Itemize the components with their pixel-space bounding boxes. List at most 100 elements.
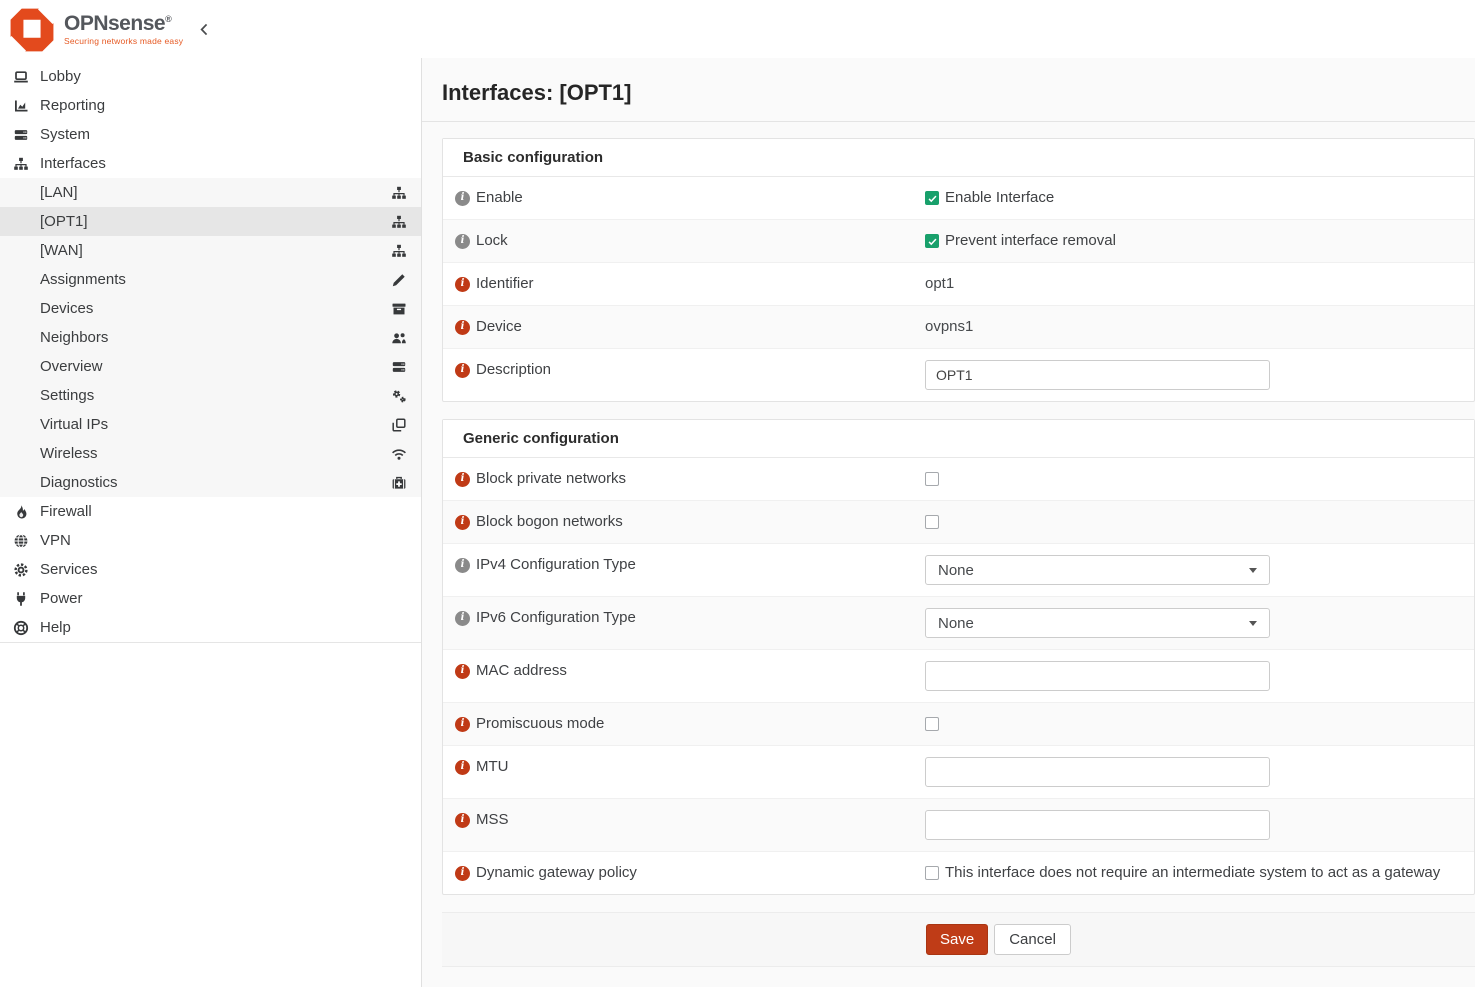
logo-wordmark: OPNsense® bbox=[64, 11, 172, 35]
archive-icon bbox=[390, 301, 407, 317]
sidebar-item-lan[interactable]: [LAN] bbox=[0, 178, 421, 207]
info-icon[interactable]: i bbox=[455, 362, 470, 378]
field-label-cell: i MSS bbox=[443, 799, 925, 851]
clone-icon bbox=[390, 417, 407, 433]
help-icon bbox=[12, 620, 30, 636]
server-icon bbox=[390, 359, 407, 375]
sidebar-item-wan[interactable]: [WAN] bbox=[0, 236, 421, 265]
sidebar-item-interfaces[interactable]: Interfaces bbox=[0, 149, 421, 178]
form-row-enable: i Enable Enable Interface bbox=[443, 177, 1474, 220]
info-icon[interactable]: i bbox=[455, 471, 470, 487]
mac-address-input[interactable] bbox=[925, 661, 1270, 691]
save-button[interactable]: Save bbox=[926, 924, 989, 955]
chart-icon bbox=[12, 98, 30, 114]
enable-checkbox[interactable]: Enable Interface bbox=[925, 188, 1054, 208]
top-header: OPNsense® Securing networks made easy bbox=[0, 0, 1475, 58]
description-input[interactable] bbox=[925, 360, 1270, 390]
sidebar-item-label: Assignments bbox=[40, 271, 126, 288]
field-label: Description bbox=[476, 361, 552, 378]
unchecked-checkbox[interactable] bbox=[925, 472, 939, 486]
info-icon[interactable]: i bbox=[455, 190, 470, 206]
sidebar-item-help[interactable]: Help bbox=[0, 613, 421, 642]
sidebar-item-neighbors[interactable]: Neighbors bbox=[0, 323, 421, 352]
lock-checkbox[interactable]: Prevent interface removal bbox=[925, 231, 1116, 251]
field-control-cell bbox=[925, 799, 1474, 851]
unchecked-checkbox[interactable] bbox=[925, 717, 939, 731]
sitemap-icon bbox=[390, 185, 407, 201]
field-control-cell: None bbox=[925, 544, 1474, 596]
block-private-networks-checkbox[interactable] bbox=[925, 469, 939, 486]
sidebar-item-label: Devices bbox=[40, 300, 94, 317]
form-row-dynamic-gateway-policy: i Dynamic gateway policy This interface do… bbox=[443, 852, 1474, 894]
sidebar-item-reporting[interactable]: Reporting bbox=[0, 91, 421, 120]
sidebar-item-label: Wireless bbox=[40, 445, 98, 462]
gear-icon bbox=[12, 562, 30, 578]
field-control-cell bbox=[925, 746, 1474, 798]
checked-checkbox-icon[interactable] bbox=[925, 191, 939, 205]
info-icon[interactable]: i bbox=[455, 319, 470, 335]
dynamic-gateway-policy-checkbox[interactable]: This interface does not require an inter… bbox=[925, 863, 1440, 883]
sidebar-item-label: System bbox=[40, 126, 91, 143]
sidebar-item-label: Help bbox=[40, 619, 71, 636]
info-icon[interactable]: i bbox=[455, 812, 470, 828]
sidebar-item-opt1[interactable]: [OPT1] bbox=[0, 207, 421, 236]
sitemap-icon bbox=[12, 156, 30, 172]
form-row-mtu: i MTU bbox=[443, 746, 1474, 799]
info-icon[interactable]: i bbox=[455, 557, 470, 573]
sidebar-item-devices[interactable]: Devices bbox=[0, 294, 421, 323]
info-icon[interactable]: i bbox=[455, 610, 470, 626]
field-label-cell: i Device bbox=[443, 306, 925, 348]
checkbox-label: Prevent interface removal bbox=[945, 232, 1116, 249]
mtu-input[interactable] bbox=[925, 757, 1270, 787]
field-label: Promiscuous mode bbox=[476, 715, 605, 732]
info-icon[interactable]: i bbox=[455, 865, 470, 881]
ipv4-configuration-type-select[interactable]: None bbox=[925, 555, 1270, 585]
unchecked-checkbox[interactable] bbox=[925, 515, 939, 529]
pencil-icon bbox=[390, 272, 407, 288]
promiscuous-mode-checkbox[interactable] bbox=[925, 714, 939, 731]
registered-mark: ® bbox=[165, 13, 172, 24]
sidebar-item-services[interactable]: Services bbox=[0, 555, 421, 584]
opnsense-logo-icon[interactable] bbox=[8, 6, 56, 54]
sidebar-item-virtual-ips[interactable]: Virtual IPs bbox=[0, 410, 421, 439]
ipv6-configuration-type-select[interactable]: None bbox=[925, 608, 1270, 638]
info-icon[interactable]: i bbox=[455, 233, 470, 249]
info-icon[interactable]: i bbox=[455, 716, 470, 732]
sidebar-menu: Lobby Reporting System Interfaces [LAN] [OPT1… bbox=[0, 58, 421, 643]
field-label-cell: i Identifier bbox=[443, 263, 925, 305]
sidebar-item-label: Lobby bbox=[40, 68, 81, 85]
field-label-cell: i Block bogon networks bbox=[443, 501, 925, 543]
sidebar-item-system[interactable]: System bbox=[0, 120, 421, 149]
identifier-value: opt1 bbox=[925, 275, 955, 292]
sidebar-item-overview[interactable]: Overview bbox=[0, 352, 421, 381]
unchecked-checkbox[interactable] bbox=[925, 866, 939, 880]
sidebar-item-power[interactable]: Power bbox=[0, 584, 421, 613]
sidebar-item-settings[interactable]: Settings bbox=[0, 381, 421, 410]
chevron-left-icon[interactable] bbox=[197, 18, 219, 40]
info-icon[interactable]: i bbox=[455, 663, 470, 679]
select-value: None bbox=[938, 561, 974, 579]
info-icon[interactable]: i bbox=[455, 276, 470, 292]
checked-checkbox-icon[interactable] bbox=[925, 234, 939, 248]
title-divider bbox=[422, 121, 1475, 122]
gears-icon bbox=[390, 388, 407, 404]
info-icon[interactable]: i bbox=[455, 514, 470, 530]
info-icon[interactable]: i bbox=[455, 759, 470, 775]
cancel-button[interactable]: Cancel bbox=[994, 924, 1071, 955]
form-row-promiscuous-mode: i Promiscuous mode bbox=[443, 703, 1474, 746]
form-row-device: i Device ovpns1 bbox=[443, 306, 1474, 349]
mss-input[interactable] bbox=[925, 810, 1270, 840]
form-row-mss: i MSS bbox=[443, 799, 1474, 852]
logo-tagline: Securing networks made easy bbox=[64, 35, 184, 46]
sidebar-item-diagnostics[interactable]: Diagnostics bbox=[0, 468, 421, 497]
sidebar-item-vpn[interactable]: VPN bbox=[0, 526, 421, 555]
field-control-cell: None bbox=[925, 597, 1474, 649]
sidebar-item-assignments[interactable]: Assignments bbox=[0, 265, 421, 294]
sidebar-item-firewall[interactable]: Firewall bbox=[0, 497, 421, 526]
field-control-cell: Prevent interface removal bbox=[925, 220, 1474, 262]
caret-down-icon bbox=[1249, 620, 1257, 626]
field-control-cell: opt1 bbox=[925, 263, 1474, 305]
sidebar-item-lobby[interactable]: Lobby bbox=[0, 62, 421, 91]
block-bogon-networks-checkbox[interactable] bbox=[925, 512, 939, 529]
sidebar-item-wireless[interactable]: Wireless bbox=[0, 439, 421, 468]
